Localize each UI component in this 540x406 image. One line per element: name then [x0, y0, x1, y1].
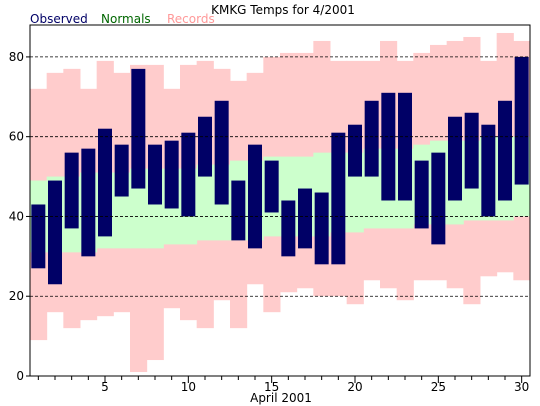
observed-bar	[298, 188, 312, 249]
observed-bar	[464, 112, 479, 189]
observed-bar	[81, 148, 96, 257]
x-tick-label: 20	[347, 380, 362, 394]
observed-bar	[364, 100, 379, 177]
legend-normals: Normals	[101, 12, 151, 26]
x-axis-label: April 2001	[250, 391, 312, 405]
y-tick-label: 40	[9, 209, 24, 223]
observed-bar	[31, 204, 46, 269]
observed-bar	[148, 144, 162, 205]
observed-bar	[348, 124, 362, 177]
observed-bar	[181, 132, 196, 217]
y-tick-label: 0	[16, 369, 24, 383]
observed-bar	[198, 116, 212, 177]
x-tick-label: 25	[431, 380, 446, 394]
observed-bar	[448, 116, 462, 201]
y-tick-label: 20	[9, 289, 24, 303]
chart-title: KMKG Temps for 4/2001	[211, 3, 355, 17]
y-tick-label: 80	[9, 50, 24, 64]
observed-bar	[164, 140, 179, 209]
grid-lines	[30, 56, 530, 297]
observed-bar	[481, 124, 496, 217]
plot-bands	[30, 32, 531, 373]
y-tick-label: 60	[9, 130, 24, 144]
observed-bar	[48, 180, 62, 285]
legend-observed: Observed	[30, 12, 88, 26]
observed-bar	[381, 92, 396, 201]
x-tick-label: 30	[514, 380, 529, 394]
observed-bar	[231, 180, 246, 241]
observed-bar	[64, 152, 79, 229]
observed-bar	[398, 92, 412, 201]
observed-bar	[314, 192, 329, 265]
observed-bar	[514, 56, 529, 185]
observed-bar	[331, 132, 346, 265]
normal-range-bar	[196, 164, 214, 241]
plot-frame	[29, 24, 531, 377]
observed-bar	[264, 160, 279, 213]
observed-bar	[281, 200, 296, 257]
observed-bar	[98, 128, 112, 237]
observed-bar	[414, 160, 429, 229]
observed-bar	[248, 144, 262, 249]
observed-bar	[498, 100, 512, 201]
observed-bar	[131, 68, 146, 189]
legend-records: Records	[167, 12, 215, 26]
observed-bar	[431, 152, 446, 245]
axes: 0 20 40 60 80 5 10 15 20 25 30	[9, 50, 530, 394]
observed-bar	[214, 100, 229, 205]
observed-bar	[114, 144, 129, 197]
x-tick-label: 15	[264, 380, 279, 394]
x-tick-label: 5	[101, 380, 109, 394]
x-tick-label: 10	[181, 380, 196, 394]
